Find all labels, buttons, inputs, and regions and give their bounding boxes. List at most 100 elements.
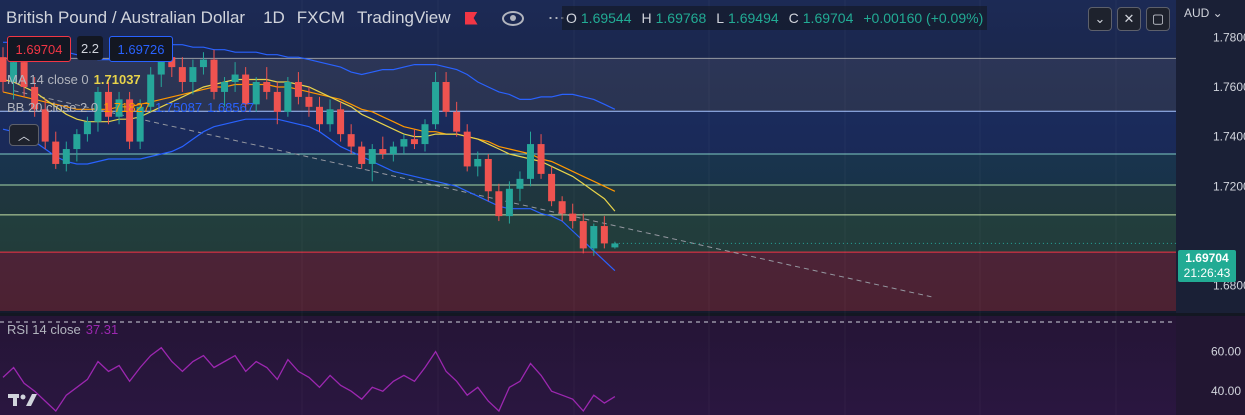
candle-body <box>453 111 461 132</box>
rsi-value: 37.31 <box>85 322 119 337</box>
collapse-arrows-icon[interactable]: ✕ <box>1117 7 1141 31</box>
candle-body <box>73 134 81 150</box>
candle-body <box>358 146 366 164</box>
candle-body <box>590 226 598 249</box>
ma-legend[interactable]: MA 14 close 0 1.71037 <box>7 72 141 87</box>
spread-label: 2.2 <box>77 36 103 60</box>
change-value: +0.00160 (+0.09%) <box>863 10 984 26</box>
candle-body <box>347 134 355 147</box>
price-tick-label: 1.72000 <box>1213 179 1245 193</box>
candle-body <box>537 144 545 174</box>
candle-body <box>484 158 492 192</box>
currency-label[interactable]: AUD <box>1184 6 1210 20</box>
eye-icon[interactable] <box>501 10 524 26</box>
last-price-value: 1.69704 <box>1185 251 1229 265</box>
last-price-label: 1.69704 21:26:43 <box>1178 250 1236 282</box>
candle-body <box>168 57 176 68</box>
candle-body <box>105 91 112 117</box>
flag-icon[interactable] <box>464 11 478 25</box>
candle-body <box>94 91 102 122</box>
top-right-toolbar: ⌄ ✕ ▢ <box>1088 7 1170 31</box>
bb-upper-value: 1.75087 <box>155 100 203 115</box>
candle-body <box>199 59 207 68</box>
candle-body <box>0 57 7 82</box>
rsi-axis-bg <box>1176 316 1245 415</box>
bb-lower-value: 1.68567 <box>207 100 255 115</box>
bb-name: BB 20 close 2 0 <box>7 100 99 115</box>
candle-body <box>210 59 218 92</box>
more-options-icon[interactable]: ⋯ <box>547 7 567 28</box>
open-label: O <box>566 10 577 26</box>
close-value: 1.69704 <box>802 10 854 26</box>
candle-body <box>10 62 18 82</box>
candle-body <box>495 191 503 217</box>
candle-body <box>474 158 482 167</box>
tradingview-logo-icon[interactable] <box>8 392 40 412</box>
chevron-up-icon[interactable]: ︿ <box>9 124 39 146</box>
price-pane <box>0 0 1176 313</box>
ohlc-legend: O 1.69544 H 1.69768 L 1.69494 C 1.69704 +0.0… <box>562 6 988 30</box>
candle-body <box>389 146 397 155</box>
open-value: 1.69544 <box>580 10 632 26</box>
fullscreen-icon[interactable]: ▢ <box>1146 7 1170 31</box>
candle-body <box>421 124 429 145</box>
candle-body <box>273 91 281 112</box>
price-tick-label: 1.74000 <box>1213 130 1245 144</box>
high-label: H <box>641 10 652 26</box>
low-label: L <box>716 10 725 26</box>
zone-band <box>0 252 1176 311</box>
symbol-header[interactable]: British Pound / Australian Dollar 1D FXC… <box>0 4 567 32</box>
candle-body <box>400 139 408 147</box>
bb-legend[interactable]: BB 20 close 2 0 1.71827 1.75087 1.68567 <box>7 100 254 115</box>
platform-label: TradingView <box>356 8 451 27</box>
rsi-line <box>2 346 616 413</box>
chevron-down-icon[interactable]: ⌄ <box>1088 7 1112 31</box>
candle-body <box>316 106 323 125</box>
exchange-label: FXCM <box>296 8 345 27</box>
candle-body <box>41 109 49 142</box>
candle-body <box>31 86 39 110</box>
candle-body <box>136 106 144 142</box>
candle-body <box>189 67 197 82</box>
candle-body <box>178 67 186 82</box>
candle-body <box>242 74 250 105</box>
zone-band <box>0 185 1176 215</box>
candle-body <box>263 81 271 92</box>
candle-body <box>284 81 292 112</box>
candle-body <box>126 99 134 142</box>
candle-body <box>147 74 155 107</box>
candle-body <box>410 139 418 145</box>
buy-button[interactable]: 1.69726 <box>109 36 173 62</box>
candle-body <box>379 149 387 155</box>
close-label: C <box>788 10 799 26</box>
candle-body <box>516 178 524 189</box>
zone-band <box>0 214 1176 253</box>
bar-countdown: 21:26:43 <box>1183 266 1231 280</box>
sell-button[interactable]: 1.69704 <box>7 36 71 62</box>
candle-body <box>611 243 619 248</box>
candle-body <box>231 74 239 82</box>
candle-body <box>368 149 376 164</box>
zone-band <box>0 154 1176 186</box>
symbol-title[interactable]: British Pound / Australian Dollar <box>6 8 246 27</box>
rsi-legend[interactable]: RSI 14 close 37.31 <box>7 322 118 337</box>
candle-body <box>442 81 450 112</box>
candle-body <box>115 99 123 117</box>
candle-body <box>527 144 534 179</box>
currency-selector[interactable]: AUD ⌄ <box>1184 6 1223 20</box>
rsi-pane <box>0 316 1176 415</box>
candle-body <box>252 81 260 105</box>
candle-body <box>62 149 70 164</box>
zone-band <box>0 111 1176 155</box>
candle-body <box>548 173 556 202</box>
candle-body <box>558 201 566 214</box>
candle-body <box>505 188 513 217</box>
candle-body <box>83 121 91 135</box>
interval-label[interactable]: 1D <box>263 8 285 27</box>
rsi-name: RSI 14 close <box>7 322 81 337</box>
candle-body <box>569 213 577 222</box>
rsi-tick-label: 60.00 <box>1211 345 1241 359</box>
ma-value: 1.71037 <box>93 72 141 87</box>
price-tick-label: 1.78000 <box>1213 30 1245 44</box>
